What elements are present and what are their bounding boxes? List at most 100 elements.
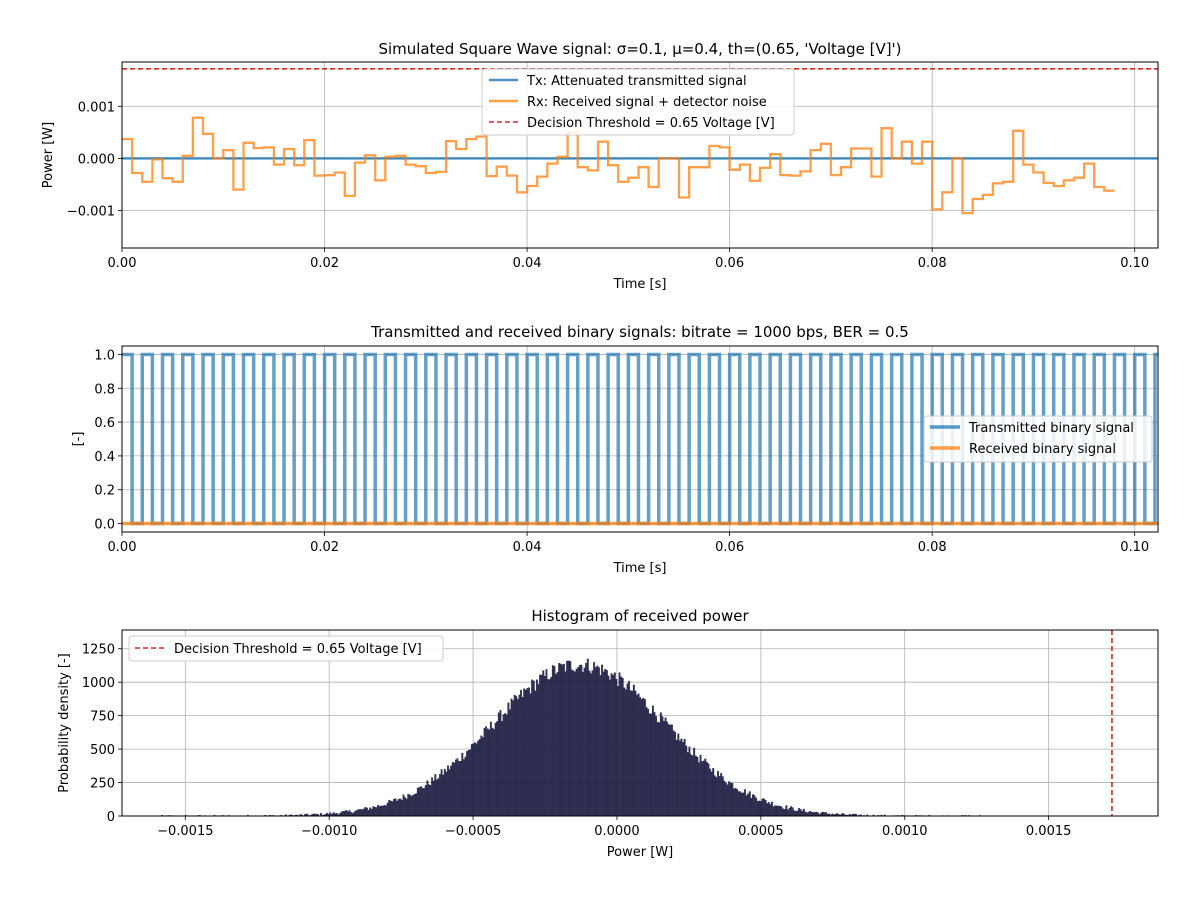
- histogram-bar: [780, 806, 783, 817]
- histogram-bar: [812, 812, 815, 817]
- histogram-bar: [429, 785, 432, 817]
- histogram-bar: [745, 795, 748, 817]
- histogram-bar: [666, 721, 669, 817]
- histogram-bar: [415, 793, 418, 817]
- histogram-bar: [405, 798, 408, 817]
- histogram-bar: [709, 768, 712, 817]
- histogram-bar: [420, 786, 422, 817]
- histogram-bar: [542, 670, 545, 817]
- panel-histogram-frame: [121, 629, 1159, 817]
- histogram-bar: [739, 791, 742, 817]
- histogram-bar: [615, 678, 618, 817]
- histogram-bar: [502, 714, 505, 817]
- histogram-bar: [577, 667, 580, 817]
- histogram-bar: [559, 663, 562, 817]
- histogram-bar: [588, 670, 591, 817]
- histogram-bar: [801, 810, 804, 817]
- histogram-bar: [732, 788, 735, 817]
- histogram-bar: [539, 674, 542, 817]
- histogram-bar: [650, 713, 653, 817]
- histogram-bar: [454, 759, 457, 817]
- histogram-bar: [756, 800, 759, 817]
- histogram-bar: [761, 798, 764, 817]
- histogram-bar: [497, 712, 500, 817]
- histogram-bar: [634, 690, 637, 817]
- histogram-bar: [686, 752, 689, 817]
- histogram-bar: [793, 810, 796, 817]
- histogram-bar: [678, 740, 681, 817]
- histogram-bar: [629, 690, 632, 817]
- histogram-bar: [470, 744, 473, 817]
- histogram-bar: [491, 727, 494, 817]
- histogram-bar: [721, 776, 724, 817]
- y-tick-label: 0.6: [94, 416, 115, 431]
- histogram-bar: [469, 749, 472, 817]
- x-tick-label: −0.0005: [445, 824, 501, 839]
- panel-histogram-xlabel: Power [W]: [607, 845, 673, 860]
- histogram-bar: [477, 740, 480, 817]
- histogram-bar: [585, 663, 588, 817]
- histogram-bar: [535, 679, 538, 817]
- histogram-bar: [802, 808, 805, 817]
- histogram-bar: [529, 693, 532, 817]
- histogram-bar: [763, 798, 766, 817]
- histogram-bar: [704, 758, 707, 817]
- y-tick-label: 1250: [82, 643, 115, 658]
- histogram-bar: [358, 809, 360, 817]
- x-tick-label: 0.02: [310, 540, 339, 555]
- histogram-bar: [683, 739, 686, 817]
- histogram-bar: [421, 788, 424, 817]
- histogram-bar: [566, 660, 569, 817]
- histogram-bar: [459, 761, 462, 817]
- histogram-bar: [736, 789, 739, 817]
- histogram-bar: [578, 664, 581, 817]
- histogram-bar: [783, 809, 786, 817]
- histogram-bar: [607, 675, 610, 817]
- panel-binary-xlabel: Time [s]: [613, 561, 667, 576]
- histogram-bar: [562, 663, 565, 817]
- histogram-bar: [777, 805, 780, 817]
- x-tick-label: 0.06: [715, 540, 744, 555]
- histogram-bar: [788, 807, 791, 817]
- x-tick-label: 0.0015: [1026, 824, 1072, 839]
- histogram-bar: [366, 807, 368, 817]
- histogram-bar: [782, 808, 785, 817]
- histogram-bar: [601, 664, 604, 817]
- histogram-bar: [474, 742, 476, 817]
- histogram-bar: [540, 674, 543, 817]
- histogram-bar: [675, 739, 678, 817]
- histogram-bar: [707, 763, 710, 817]
- histogram-bar: [583, 667, 586, 817]
- y-tick-label: 0.000: [78, 152, 115, 167]
- histogram-bar: [404, 797, 407, 817]
- x-tick-label: 0.0010: [882, 824, 928, 839]
- histogram-bar: [755, 797, 758, 817]
- histogram-bar: [620, 676, 623, 817]
- histogram-bar: [786, 809, 789, 817]
- histogram-bar: [451, 762, 454, 817]
- histogram-bar: [723, 780, 726, 817]
- histogram-bar: [664, 717, 667, 817]
- histogram-bar: [594, 667, 597, 817]
- panel-binary-frame: [121, 345, 1159, 533]
- histogram-bar: [447, 765, 449, 817]
- legend-received-label: Received binary signal: [969, 442, 1116, 457]
- histogram-bar: [513, 694, 516, 817]
- histogram-bar: [493, 729, 496, 817]
- histogram-bar: [616, 685, 619, 817]
- histogram-bar: [350, 812, 353, 817]
- histogram-bar: [354, 810, 357, 817]
- histogram-bar: [694, 755, 697, 817]
- histogram-bar: [521, 697, 524, 817]
- x-tick-label: 0.00: [108, 256, 137, 271]
- histogram-bar: [669, 724, 672, 817]
- histogram-bar: [772, 806, 775, 817]
- histogram-bar: [375, 807, 378, 817]
- histogram-bar: [596, 665, 599, 817]
- histogram-bar: [813, 812, 816, 817]
- histogram-bar: [370, 808, 373, 817]
- histogram-bar: [359, 809, 362, 817]
- histogram-bar: [348, 810, 351, 817]
- histogram-bar: [821, 811, 824, 817]
